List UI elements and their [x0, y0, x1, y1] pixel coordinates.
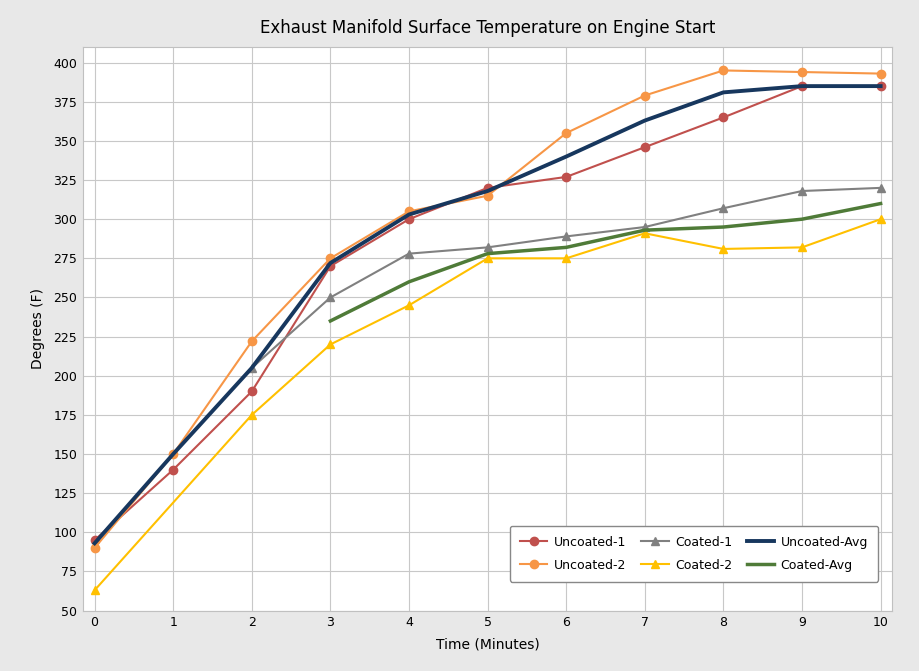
Line: Coated-2: Coated-2 [90, 215, 884, 595]
Uncoated-Avg [403, 211, 414, 219]
Coated-2 [324, 340, 335, 348]
Uncoated-2 [796, 68, 807, 76]
Coated-2 [717, 245, 728, 253]
Uncoated-2 [324, 254, 335, 262]
Uncoated-2 [246, 338, 257, 346]
Coated-1 [796, 187, 807, 195]
Coated-Avg [796, 215, 807, 223]
Uncoated-Avg [639, 117, 650, 125]
Uncoated-Avg [167, 450, 178, 458]
Coated-2 [874, 215, 885, 223]
Coated-1 [874, 184, 885, 192]
Uncoated-2 [167, 450, 178, 458]
Uncoated-1 [89, 536, 100, 544]
Uncoated-Avg [324, 259, 335, 267]
Uncoated-Avg [796, 82, 807, 90]
Line: Uncoated-1: Uncoated-1 [90, 82, 884, 544]
Coated-1 [482, 244, 493, 252]
Uncoated-Avg [717, 89, 728, 97]
Coated-Avg [324, 317, 335, 325]
Uncoated-1 [167, 466, 178, 474]
Title: Exhaust Manifold Surface Temperature on Engine Start: Exhaust Manifold Surface Temperature on … [260, 19, 714, 37]
Uncoated-2 [639, 91, 650, 99]
Legend: Uncoated-1, Uncoated-2, Coated-1, Coated-2, Uncoated-Avg, Coated-Avg: Uncoated-1, Uncoated-2, Coated-1, Coated… [509, 526, 877, 582]
Uncoated-1 [403, 215, 414, 223]
Coated-2 [403, 301, 414, 309]
Uncoated-Avg [874, 82, 885, 90]
Coated-1 [717, 204, 728, 212]
Coated-1 [324, 293, 335, 301]
Coated-1 [403, 250, 414, 258]
Uncoated-1 [560, 173, 571, 181]
Uncoated-1 [324, 262, 335, 270]
Coated-2 [639, 229, 650, 238]
Coated-Avg [482, 250, 493, 258]
Coated-Avg [403, 278, 414, 286]
Line: Uncoated-Avg: Uncoated-Avg [95, 86, 879, 544]
Line: Coated-Avg: Coated-Avg [330, 203, 879, 321]
Coated-2 [560, 254, 571, 262]
Coated-1 [560, 232, 571, 240]
Coated-Avg [560, 244, 571, 252]
Coated-Avg [639, 226, 650, 234]
Uncoated-Avg [89, 539, 100, 548]
Coated-2 [482, 254, 493, 262]
Line: Coated-1: Coated-1 [247, 184, 884, 372]
Uncoated-1 [639, 143, 650, 151]
Uncoated-2 [482, 192, 493, 200]
Coated-Avg [717, 223, 728, 231]
Y-axis label: Degrees (F): Degrees (F) [31, 289, 45, 369]
Uncoated-1 [874, 82, 885, 90]
Uncoated-2 [874, 70, 885, 78]
Uncoated-1 [482, 184, 493, 192]
Coated-2 [796, 244, 807, 252]
Uncoated-1 [246, 387, 257, 395]
Uncoated-2 [89, 544, 100, 552]
Coated-2 [89, 586, 100, 595]
Coated-Avg [874, 199, 885, 207]
Uncoated-2 [403, 207, 414, 215]
Coated-1 [639, 223, 650, 231]
Uncoated-2 [560, 129, 571, 137]
Uncoated-Avg [482, 187, 493, 195]
Uncoated-Avg [246, 364, 257, 372]
X-axis label: Time (Minutes): Time (Minutes) [436, 637, 539, 652]
Coated-1 [246, 364, 257, 372]
Coated-2 [246, 411, 257, 419]
Line: Uncoated-2: Uncoated-2 [90, 66, 884, 552]
Uncoated-2 [717, 66, 728, 74]
Uncoated-1 [717, 113, 728, 121]
Uncoated-Avg [560, 152, 571, 160]
Uncoated-1 [796, 82, 807, 90]
